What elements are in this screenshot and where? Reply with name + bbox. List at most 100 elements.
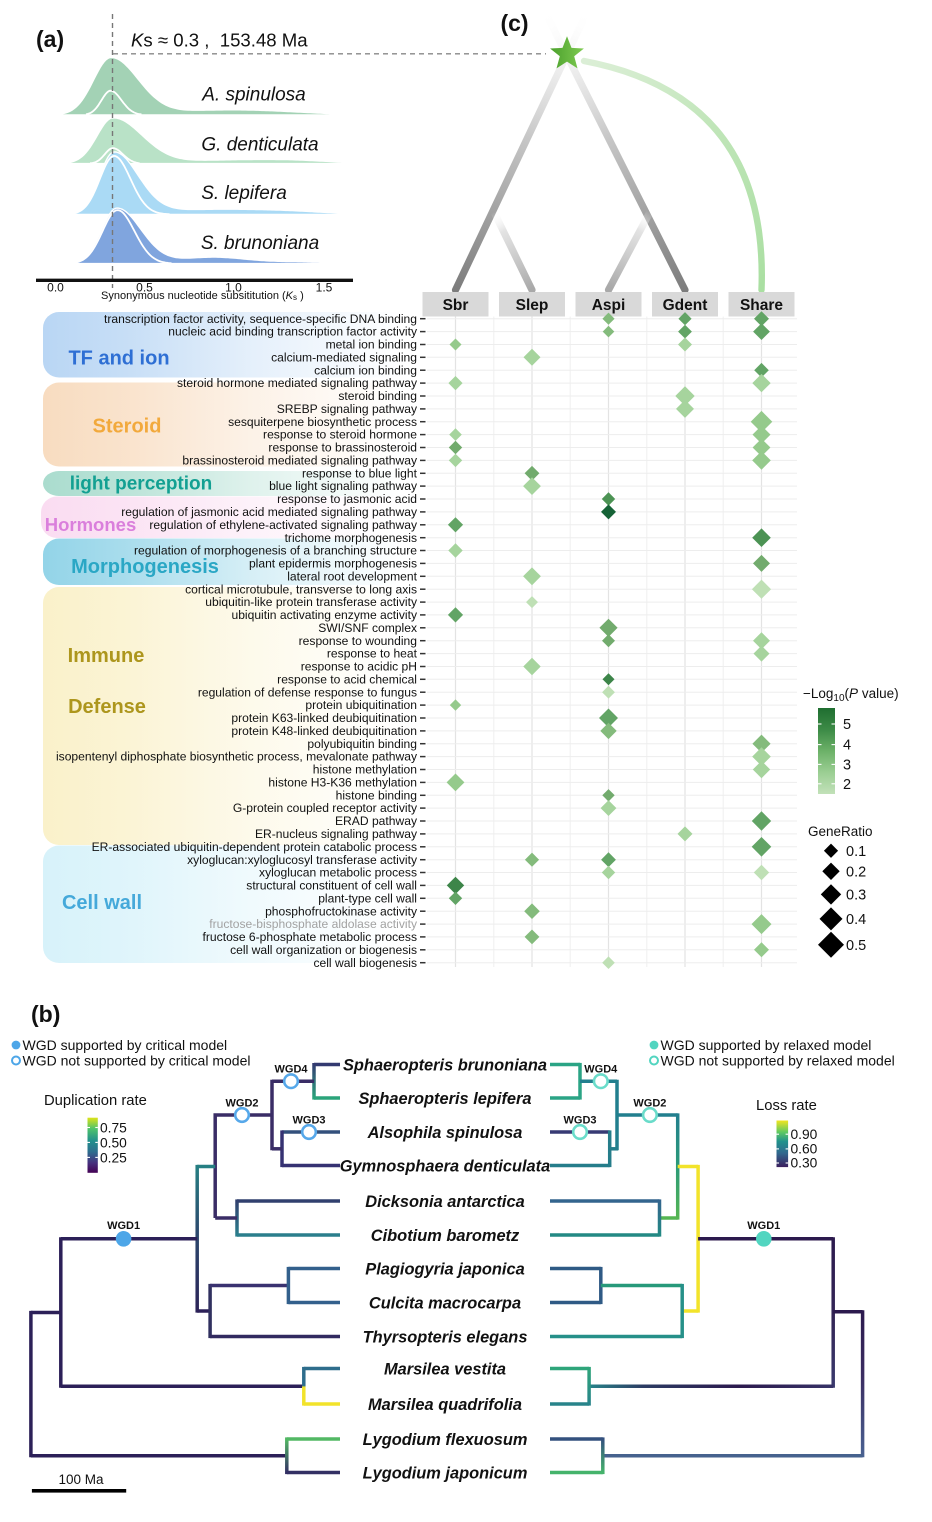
svg-text:polyubiquitin binding: polyubiquitin binding [307,737,417,751]
svg-text:steroid binding: steroid binding [338,389,417,403]
svg-text:Plagiogyria japonica: Plagiogyria japonica [365,1260,524,1278]
svg-text:WGD supported by critical mode: WGD supported by critical model [23,1037,228,1053]
svg-text:100 Ma: 100 Ma [58,1472,104,1487]
svg-text:Lygodium flexuosum: Lygodium flexuosum [363,1431,528,1449]
svg-text:trichome morphogenesis: trichome morphogenesis [285,531,417,545]
svg-text:protein K48-linked deubiquitin: protein K48-linked deubiquitination [231,724,417,738]
svg-text:WGD3: WGD3 [293,1115,326,1127]
svg-text:plant-type cell wall: plant-type cell wall [318,891,417,905]
svg-text:cortical microtubule, transver: cortical microtubule, transverse to long… [185,582,417,596]
svg-text:Marsilea quadrifolia: Marsilea quadrifolia [368,1396,522,1414]
svg-text:4: 4 [843,738,851,754]
svg-text:Thyrsopteris elegans: Thyrsopteris elegans [363,1328,528,1346]
svg-text:S. lepifera: S. lepifera [201,183,287,204]
svg-text:regulation of morphogenesis of: regulation of morphogenesis of a branchi… [134,544,417,558]
svg-text:blue light signaling pathway: blue light signaling pathway [269,479,418,493]
svg-text:response to brassinosteroid: response to brassinosteroid [268,441,417,455]
svg-text:sesquiterpene biosynthetic pro: sesquiterpene biosynthetic process [228,415,417,429]
svg-text:0.5: 0.5 [136,281,153,295]
svg-text:regulation of jasmonic acid me: regulation of jasmonic acid mediated sig… [121,505,418,519]
svg-text:light perception: light perception [70,474,213,495]
svg-text:WGD not supported by relaxed m: WGD not supported by relaxed model [661,1052,895,1068]
svg-text:response to wounding: response to wounding [299,634,417,648]
svg-text:SWI/SNF complex: SWI/SNF complex [318,621,417,635]
svg-text:cell wall biogenesis: cell wall biogenesis [313,956,417,970]
svg-text:2: 2 [843,777,851,793]
svg-text:calcium ion binding: calcium ion binding [314,363,417,377]
svg-text:ER-nucleus signaling pathway: ER-nucleus signaling pathway [255,827,418,841]
svg-text:fructose-bisphosphate aldolase: fructose-bisphosphate aldolase activity [209,917,418,931]
svg-text:xyloglucan:xyloglucosyl transf: xyloglucan:xyloglucosyl transferase acti… [187,853,418,867]
svg-text:Steroid: Steroid [93,416,162,438]
svg-text:protein ubiquitination: protein ubiquitination [305,698,417,712]
svg-text:Hormones: Hormones [45,514,137,535]
svg-text:3: 3 [843,757,851,773]
svg-text:WGD4: WGD4 [584,1064,618,1076]
svg-text:WGD4: WGD4 [275,1064,309,1076]
svg-text:WGD not supported by critical: WGD not supported by critical model [23,1052,251,1068]
svg-text:0.25: 0.25 [100,1151,127,1166]
svg-text:isopentenyl diphosphate biosyn: isopentenyl diphosphate biosynthetic pro… [56,750,418,764]
svg-text:Synonymous nucleotide subsitit: Synonymous nucleotide subsititution (Ks … [101,290,304,302]
svg-text:Duplication rate: Duplication rate [44,1093,147,1109]
svg-text:brassinosteroid mediated signa: brassinosteroid mediated signaling pathw… [182,454,418,468]
svg-text:1.5: 1.5 [316,281,333,295]
svg-text:Alsophila spinulosa: Alsophila spinulosa [367,1124,523,1142]
svg-text:0.4: 0.4 [846,912,866,928]
svg-text:Cibotium barometz: Cibotium barometz [371,1227,520,1245]
svg-text:Share: Share [740,297,783,314]
svg-text:−Log10(P value): −Log10(P value) [803,686,899,704]
svg-text:Sbr: Sbr [443,297,469,314]
svg-text:cell wall organization or biog: cell wall organization or biogenesis [230,943,417,957]
svg-text:ubiquitin-like protein transfe: ubiquitin-like protein transferase activ… [205,595,418,609]
svg-text:0.75: 0.75 [100,1121,127,1136]
svg-text:phosphofructokinase activity: phosphofructokinase activity [265,904,418,918]
svg-text:Sphaeropteris brunoniana: Sphaeropteris brunoniana [343,1056,547,1074]
svg-text:transcription factor activity,: transcription factor activity, sequence-… [104,312,417,326]
svg-text:Immune: Immune [68,645,145,667]
svg-text:0.30: 0.30 [791,1156,818,1171]
svg-text:Culcita macrocarpa: Culcita macrocarpa [369,1294,521,1312]
svg-text:histone H3-K36 methylation: histone H3-K36 methylation [268,776,417,790]
svg-text:ER-associated ubiquitin-depend: ER-associated ubiquitin-dependent protei… [92,840,417,854]
svg-text:Gymnosphaera denticulata: Gymnosphaera denticulata [340,1157,550,1175]
svg-text:response to steroid hormone: response to steroid hormone [263,428,417,442]
svg-text:Cell wall: Cell wall [62,892,142,914]
svg-text:G-protein coupled receptor act: G-protein coupled receptor activity [233,801,418,815]
svg-text:nucleic acid binding transcrip: nucleic acid binding transcription facto… [168,325,418,339]
svg-text:lateral root development: lateral root development [287,569,417,583]
svg-text:SREBP signaling pathway: SREBP signaling pathway [277,402,418,416]
svg-text:(b): (b) [31,1001,60,1027]
svg-text:xyloglucan metabolic process: xyloglucan metabolic process [259,866,417,880]
svg-text:response to acidic pH: response to acidic pH [301,660,417,674]
svg-text:5: 5 [843,717,851,733]
svg-text:structural constituent of cell: structural constituent of cell wall [246,879,417,893]
svg-text:0.90: 0.90 [791,1127,818,1142]
svg-text:S. brunoniana: S. brunoniana [201,233,319,254]
svg-text:response to acid chemical: response to acid chemical [277,672,417,686]
svg-text:response to blue light: response to blue light [302,466,418,480]
svg-text:0.1: 0.1 [846,844,866,860]
svg-text:(c): (c) [500,10,528,36]
svg-text:0.0: 0.0 [47,281,64,295]
svg-text:WGD3: WGD3 [564,1115,597,1127]
svg-text:steroid hormone mediated signa: steroid hormone mediated signaling pathw… [177,376,418,390]
svg-text:G. denticulata: G. denticulata [201,135,318,156]
svg-text:1.0: 1.0 [225,281,242,295]
svg-text:ERAD pathway: ERAD pathway [335,814,418,828]
svg-text:0.60: 0.60 [791,1142,818,1157]
svg-text:Marsilea vestita: Marsilea vestita [384,1360,506,1378]
svg-text:response to heat: response to heat [327,647,418,661]
svg-text:regulation of ethylene-activat: regulation of ethylene-activated signali… [149,518,418,532]
svg-text:WGD1: WGD1 [107,1220,140,1232]
svg-text:WGD2: WGD2 [226,1098,259,1110]
svg-text:GeneRatio: GeneRatio [808,824,873,839]
svg-text:metal ion binding: metal ion binding [326,338,417,352]
svg-text:Aspi: Aspi [592,297,626,314]
svg-text:TF and ion: TF and ion [68,348,169,370]
svg-text:Dicksonia antarctica: Dicksonia antarctica [365,1193,524,1211]
svg-text:histone binding: histone binding [336,788,417,802]
svg-text:Slep: Slep [516,297,549,314]
svg-text:Lygodium japonicum: Lygodium japonicum [363,1464,528,1482]
svg-text:WGD2: WGD2 [633,1098,666,1110]
